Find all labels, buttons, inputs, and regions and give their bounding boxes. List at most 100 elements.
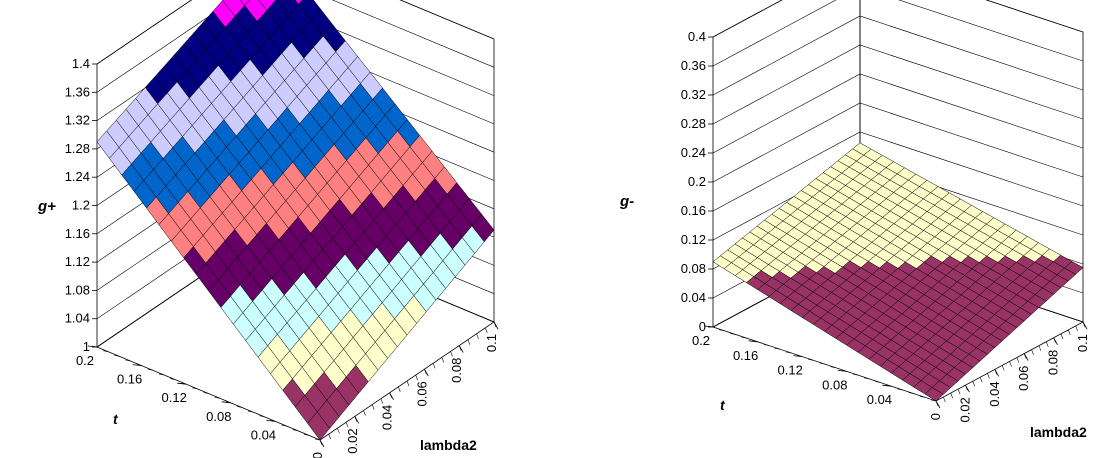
lambda-minor-tick (965, 385, 968, 391)
lambda-axis-label: lambda2 (1030, 424, 1087, 440)
t-minor-tick (192, 387, 198, 390)
z-tick-label: 0.28 (681, 116, 706, 131)
t-minor-tick (707, 325, 714, 328)
lambda-tick-label: 0.1 (1075, 334, 1090, 352)
lambda-minor-tick (979, 377, 983, 383)
z-gridline (712, 73, 1084, 154)
lambda-minor-tick (1045, 341, 1049, 347)
t-minor-tick (730, 333, 736, 335)
t-minor-tick (897, 388, 903, 391)
t-axis-label: t (720, 397, 726, 413)
lambda-minor-tick (380, 398, 384, 404)
z-gridline (712, 15, 1084, 96)
t-minor-tick (886, 384, 892, 387)
t-minor-tick (741, 336, 747, 339)
lambda-tick-label: 0.04 (987, 381, 1002, 406)
t-minor-tick (236, 406, 243, 408)
z-tick-label: 0.4 (688, 29, 706, 44)
t-minor-tick (852, 373, 859, 376)
t-minor-tick (125, 359, 131, 362)
lambda-tick-label: 0.06 (1016, 366, 1031, 391)
lambda-minor-tick (987, 373, 990, 379)
t-minor-tick (248, 410, 254, 413)
t-minor-tick (114, 355, 120, 357)
surface-cell (294, 0, 303, 5)
t-minor-tick (103, 350, 109, 352)
lambda-tick-label: 0 (928, 413, 943, 420)
lambda-tick-label: 0.06 (414, 381, 429, 406)
t-tick-label: 0.16 (733, 348, 758, 363)
z-tick-label: 1.28 (65, 141, 90, 156)
lambda-tick-label: 0.02 (957, 397, 972, 422)
lambda-minor-tick (493, 321, 497, 328)
t-minor-tick (136, 364, 142, 366)
surface-cell (240, 0, 250, 6)
t-minor-tick (797, 355, 803, 357)
lambda-minor-tick (371, 404, 375, 410)
lambda-minor-tick (406, 380, 410, 387)
t-minor-tick (808, 359, 814, 361)
lambda-minor-tick (1060, 333, 1064, 339)
t-tick-label: 0.04 (251, 427, 276, 442)
lambda-minor-tick (972, 381, 976, 387)
t-minor-tick (214, 396, 220, 399)
lambda-minor-tick (424, 369, 427, 375)
lambda-minor-tick (458, 345, 462, 351)
t-minor-tick (158, 373, 164, 376)
z-tick-label: 0 (699, 319, 706, 334)
t-minor-tick (259, 415, 265, 418)
z-gridline (712, 102, 1084, 183)
lambda-minor-tick (345, 422, 349, 428)
lambda-minor-tick (1031, 349, 1034, 355)
z-tick-label: 1.32 (65, 113, 90, 128)
lambda-minor-tick (943, 396, 946, 403)
lambda-minor-tick (935, 400, 939, 407)
lambda-minor-tick (354, 416, 358, 422)
lambda-minor-tick (432, 363, 436, 369)
lambda-minor-tick (337, 428, 340, 434)
t-axis-label: t (113, 411, 119, 427)
lambda-minor-tick (1038, 345, 1042, 351)
z-gridline (712, 0, 1084, 67)
z-tick-label: 0.12 (681, 232, 706, 247)
z-tick-label: 1.04 (65, 311, 90, 326)
lambda-minor-tick (1082, 321, 1086, 328)
t-minor-tick (908, 392, 914, 394)
lambda-minor-tick (319, 439, 323, 446)
z-tick-label: 1.12 (65, 254, 90, 269)
z-tick-label: 1.2 (72, 198, 90, 213)
z-tick-label: 0.36 (681, 58, 706, 73)
t-minor-tick (281, 424, 287, 427)
t-minor-tick (774, 347, 780, 350)
lambda-minor-tick (994, 369, 998, 375)
t-minor-tick (785, 351, 792, 354)
t-minor-tick (875, 381, 881, 383)
z-tick-label: 1.24 (65, 169, 90, 184)
lambda-minor-tick (957, 389, 961, 395)
lambda-minor-tick (1001, 365, 1005, 371)
t-minor-tick (147, 368, 153, 371)
surface-cell (1064, 261, 1084, 275)
t-minor-tick (91, 345, 98, 348)
t-minor-tick (752, 340, 758, 343)
t-minor-tick (203, 392, 209, 394)
z-gridline (96, 0, 495, 65)
lambda-minor-tick (1009, 361, 1012, 367)
z-gridline (712, 44, 1084, 125)
t-minor-tick (864, 377, 870, 380)
z-tick-label: 1.36 (65, 84, 90, 99)
lambda-tick-label: 0.04 (380, 405, 395, 430)
z-tick-label: 1 (83, 339, 90, 354)
lambda-minor-tick (389, 392, 392, 398)
lambda-minor-tick (950, 392, 953, 399)
t-minor-tick (719, 329, 725, 331)
t-minor-tick (292, 429, 298, 431)
z-gridline (712, 131, 1084, 212)
lambda-tick-label: 0.08 (1046, 350, 1061, 375)
lambda-axis-label: lambda2 (420, 437, 477, 453)
t-minor-tick (181, 382, 187, 385)
z-gridline (96, 0, 495, 93)
z-tick-label: 0.04 (681, 290, 706, 305)
lambda-minor-tick (485, 327, 488, 334)
